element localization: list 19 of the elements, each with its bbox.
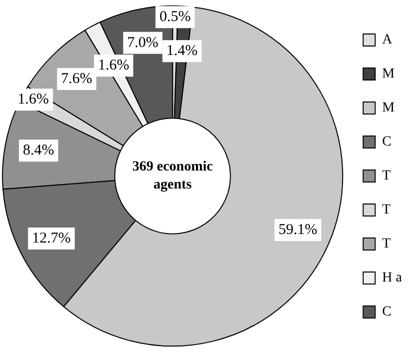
data-label: 7.0% <box>127 34 158 51</box>
legend-label: T <box>382 168 392 184</box>
legend-label: C <box>382 304 392 320</box>
data-label: 7.6% <box>61 70 92 87</box>
legend-label: C <box>382 134 392 150</box>
data-label: 1.6% <box>98 58 130 74</box>
data-label: 12.7% <box>32 230 71 246</box>
legend-label: T <box>382 236 392 252</box>
legend-label: M <box>382 100 396 116</box>
data-label: 59.1% <box>278 222 318 238</box>
text: 369 economic agents <box>132 160 213 193</box>
data-label: 1.6% <box>18 92 49 108</box>
legend-label: A <box>382 32 394 48</box>
data-label: 0.5% <box>159 9 191 26</box>
data-label: 1.4% <box>166 43 198 60</box>
legend-label: H a <box>382 270 403 286</box>
legend-label: T <box>382 202 392 218</box>
legend-label: M <box>382 66 396 82</box>
data-label: 8.4% <box>22 142 54 159</box>
